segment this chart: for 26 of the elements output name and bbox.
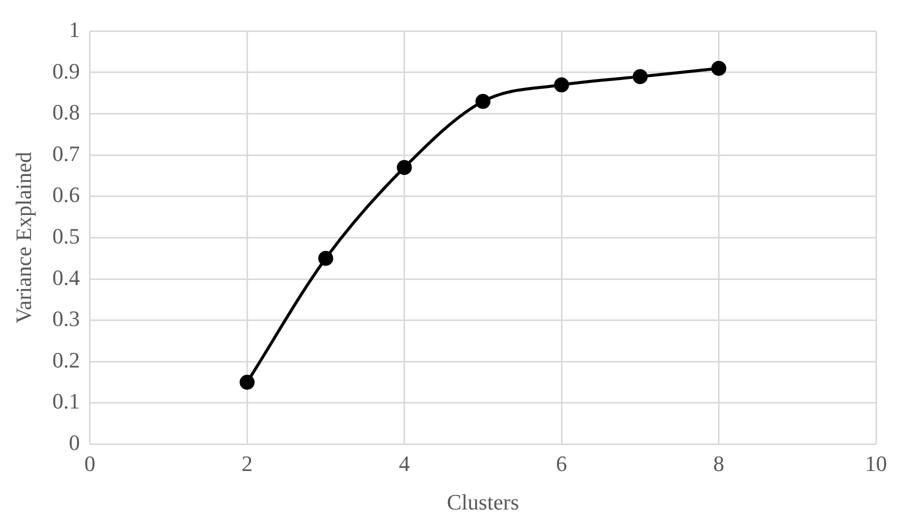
point — [632, 69, 648, 84]
y-tick-label: 0.1 — [52, 388, 80, 414]
x-tick-label: 2 — [242, 451, 253, 476]
point — [396, 160, 412, 175]
y-tick-label: 0 — [68, 430, 80, 455]
x-tick-label: 8 — [713, 451, 724, 476]
y-tick-label: 0.3 — [52, 306, 80, 332]
y-tick-label: 0.7 — [52, 140, 80, 166]
y-tick-label: 0.4 — [52, 264, 80, 290]
x-axis-title: Clusters — [446, 490, 520, 515]
y-tick-label: 0.8 — [52, 100, 80, 125]
point — [711, 60, 726, 76]
x-tick-label: 4 — [398, 451, 410, 476]
point — [240, 374, 255, 390]
y-tick-label: 0.2 — [52, 347, 80, 372]
y-tick-label: 0.5 — [52, 223, 80, 248]
y-axis-title: Variance Explained — [10, 152, 36, 324]
x-tick-label: 10 — [865, 451, 887, 476]
y-tick-label: 1 — [68, 16, 80, 42]
point — [318, 250, 334, 266]
y-tick-label: 0.9 — [52, 58, 80, 84]
x-tick-label: 6 — [556, 451, 568, 476]
point — [475, 94, 490, 109]
point — [554, 77, 570, 92]
y-tick-label: 0.6 — [52, 182, 80, 208]
x-tick-label: 0 — [84, 451, 96, 476]
